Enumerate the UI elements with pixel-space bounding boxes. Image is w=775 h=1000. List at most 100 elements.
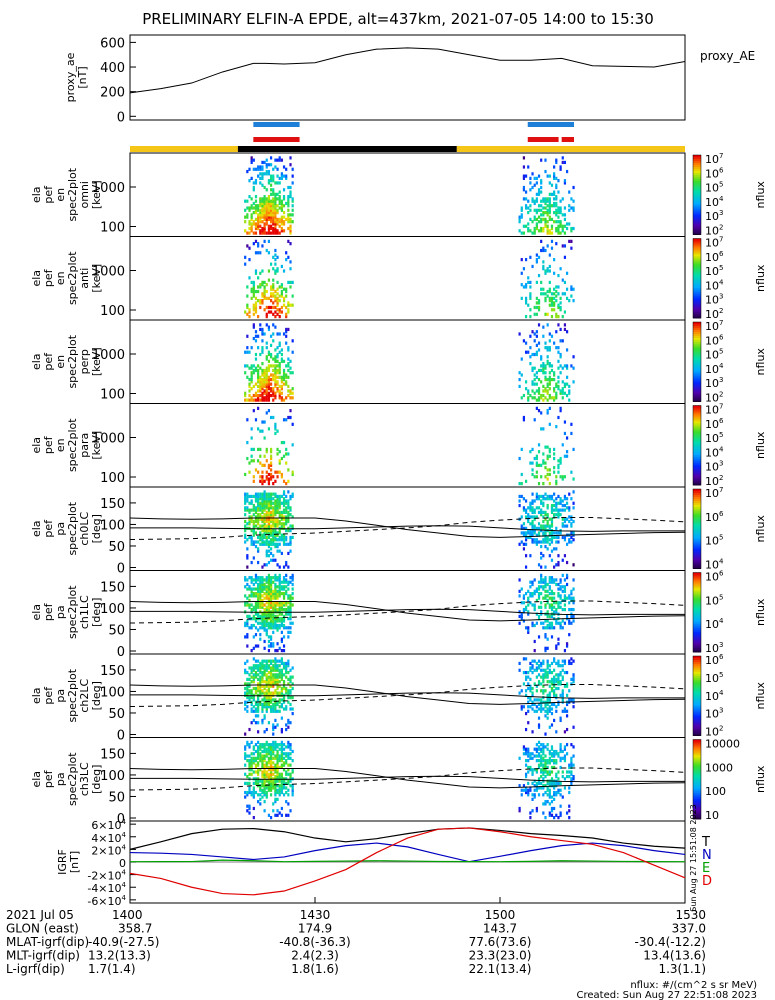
heatmap-cell [559, 391, 562, 395]
heatmap-cell [259, 492, 262, 496]
heatmap-cell [252, 698, 255, 702]
heatmap-cell [531, 515, 534, 519]
heatmap-cell [542, 461, 545, 465]
heatmap-cell [285, 461, 288, 465]
heatmap-cell [291, 749, 294, 754]
heatmap-cell [272, 745, 275, 749]
heatmap-cell [548, 680, 551, 684]
heatmap-cell [555, 294, 558, 298]
heatmap-cell [555, 793, 558, 797]
heatmap-cell [267, 463, 271, 467]
heatmap-cell [287, 499, 290, 503]
heatmap-cell [272, 283, 275, 287]
heatmap-cell [524, 387, 528, 391]
heatmap-cell [272, 267, 275, 271]
heatmap-cell [269, 670, 273, 675]
heatmap-cell [252, 587, 255, 591]
heatmap-cell [559, 743, 562, 747]
heatmap-cell [252, 786, 255, 790]
heatmap-cell [546, 346, 549, 350]
heatmap-cell [272, 497, 275, 501]
heatmap-cell [259, 165, 262, 169]
heatmap-cell [287, 551, 290, 556]
heatmap-cell [550, 303, 554, 307]
heatmap-cell [261, 475, 264, 479]
heatmap-cell [285, 589, 288, 593]
heatmap-cell [265, 199, 268, 203]
heatmap-cell [287, 743, 290, 747]
heatmap-cell [548, 174, 551, 178]
heatmap-cell [553, 396, 556, 400]
heatmap-cell [274, 224, 277, 228]
heatmap-cell [250, 454, 253, 458]
heatmap-cell [276, 229, 279, 233]
heatmap-cell [257, 793, 260, 797]
heatmap-cell [537, 793, 541, 797]
heatmap-cell [572, 777, 575, 781]
heatmap-cell [535, 747, 538, 751]
heatmap-cell [285, 517, 288, 521]
heatmap-cell [265, 630, 268, 634]
heatmap-cell [278, 573, 281, 577]
heatmap-cell [269, 503, 273, 508]
heatmap-cell [553, 377, 556, 382]
heatmap-cell [282, 510, 286, 514]
colorbar-step [693, 679, 701, 683]
heatmap-cell [269, 675, 273, 679]
ylabel-en_perp-line: [keV] [90, 347, 103, 376]
heatmap-cell [537, 389, 541, 393]
heatmap-cell [278, 220, 281, 224]
heatmap-cell [252, 398, 255, 402]
heatmap-cell [565, 743, 569, 747]
heatmap-cell [257, 779, 260, 783]
sunlit-segment [456, 146, 685, 152]
heatmap-cell [257, 664, 260, 668]
heatmap-cell [269, 768, 273, 772]
heatmap-cell [276, 497, 279, 501]
heatmap-cell [250, 763, 253, 767]
colorbar-step [693, 721, 701, 725]
heatmap-cell [553, 565, 556, 569]
heatmap-cell [274, 248, 277, 253]
heatmap-cell [274, 508, 277, 512]
heatmap-cell [535, 526, 538, 530]
heatmap-cell [252, 206, 255, 210]
heatmap-cell [289, 752, 292, 756]
heatmap-cell [269, 206, 273, 210]
heatmap-cell [263, 700, 266, 704]
heatmap-cell [252, 657, 255, 661]
heatmap-cell [274, 262, 277, 266]
ylabel-pa_ch1-line: ch1LC [78, 595, 91, 629]
heatmap-cell [250, 436, 253, 440]
y-tick-label: 400 [100, 61, 125, 76]
heatmap-cell [542, 482, 545, 486]
heatmap-cell [269, 387, 273, 391]
heatmap-cell [291, 494, 294, 499]
heatmap-cell [265, 296, 268, 300]
heatmap-cell [546, 664, 549, 668]
heatmap-cell [518, 482, 521, 486]
heatmap-cell [291, 422, 294, 426]
colorbar-tick: 104 [705, 195, 724, 209]
heatmap-cell [570, 226, 573, 231]
heatmap-cell [276, 761, 279, 765]
colorbar-step [693, 813, 701, 816]
heatmap-cell [261, 677, 264, 681]
colorbar-step [693, 429, 701, 432]
heatmap-cell [287, 664, 290, 668]
heatmap-cell [537, 341, 541, 345]
heatmap-cell [550, 711, 554, 716]
heatmap-cell [267, 494, 271, 499]
heatmap-cell [524, 592, 528, 596]
heatmap-cell [276, 754, 279, 758]
ylabel-en_anti-line: [keV] [90, 264, 103, 293]
heatmap-cell [548, 772, 551, 776]
colorbar-label: nflux [754, 682, 767, 710]
heatmap-cell [278, 199, 281, 203]
heatmap-cell [522, 610, 526, 614]
heatmap-cell [555, 790, 558, 795]
heatmap-cell [250, 589, 253, 593]
colorbar-step [693, 288, 701, 291]
heatmap-cell [565, 542, 569, 546]
heatmap-cell [257, 470, 260, 474]
